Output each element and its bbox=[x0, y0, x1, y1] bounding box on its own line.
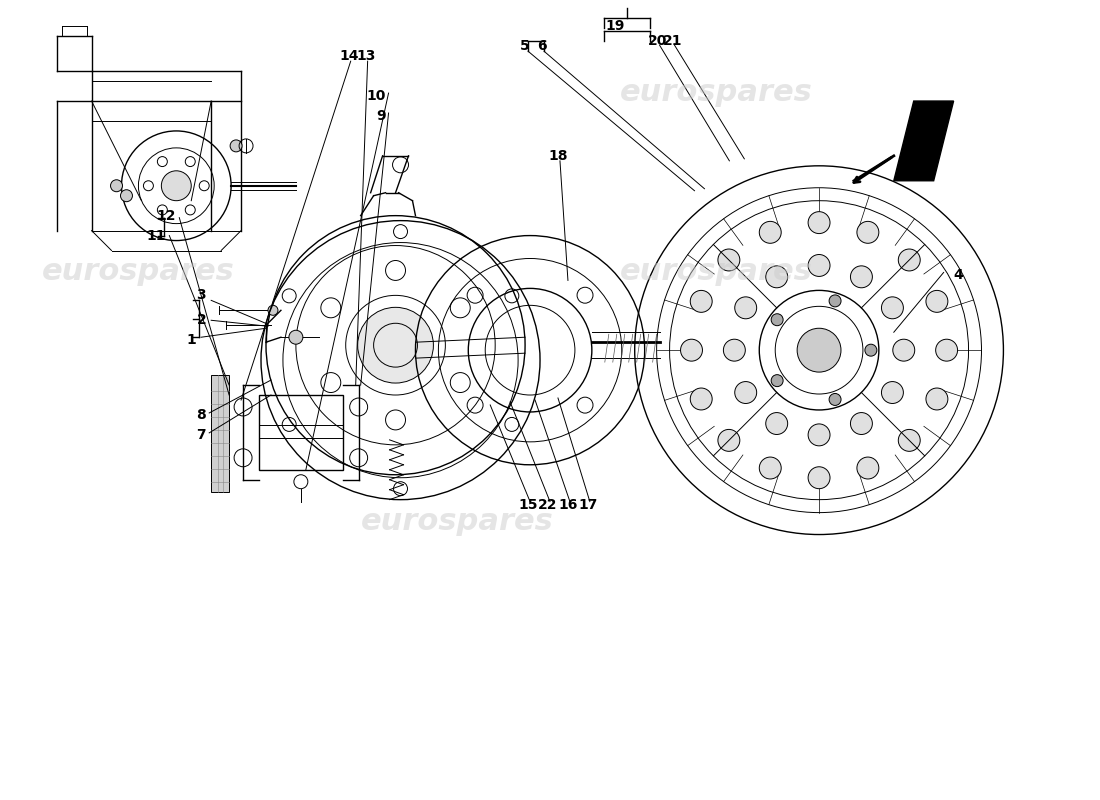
Text: 10: 10 bbox=[366, 89, 386, 103]
Circle shape bbox=[865, 344, 877, 356]
Text: eurospares: eurospares bbox=[361, 506, 553, 535]
Circle shape bbox=[829, 295, 842, 307]
Text: 4: 4 bbox=[954, 269, 964, 282]
Circle shape bbox=[899, 430, 921, 451]
Text: 21: 21 bbox=[663, 34, 682, 48]
Text: 6: 6 bbox=[537, 39, 547, 54]
Circle shape bbox=[808, 424, 830, 446]
Circle shape bbox=[899, 249, 921, 271]
Text: 11: 11 bbox=[146, 229, 166, 242]
Text: 2: 2 bbox=[197, 314, 206, 327]
Text: eurospares: eurospares bbox=[619, 78, 813, 107]
Circle shape bbox=[936, 339, 958, 361]
Circle shape bbox=[857, 457, 879, 479]
Text: 1: 1 bbox=[187, 334, 196, 347]
Circle shape bbox=[681, 339, 703, 361]
Circle shape bbox=[798, 328, 842, 372]
Polygon shape bbox=[211, 375, 229, 492]
Circle shape bbox=[926, 388, 948, 410]
Circle shape bbox=[691, 388, 712, 410]
Circle shape bbox=[766, 266, 788, 288]
Circle shape bbox=[735, 382, 757, 403]
Circle shape bbox=[121, 190, 132, 202]
Circle shape bbox=[289, 330, 302, 344]
Circle shape bbox=[850, 266, 872, 288]
Text: 22: 22 bbox=[538, 498, 558, 512]
Circle shape bbox=[691, 290, 712, 312]
Circle shape bbox=[926, 290, 948, 312]
Text: 20: 20 bbox=[648, 34, 668, 48]
Text: 3: 3 bbox=[197, 288, 206, 302]
Circle shape bbox=[358, 307, 433, 383]
Text: 19: 19 bbox=[605, 19, 625, 34]
Circle shape bbox=[857, 222, 879, 243]
Text: 12: 12 bbox=[157, 209, 176, 222]
Circle shape bbox=[829, 394, 842, 406]
Text: 5: 5 bbox=[520, 39, 530, 54]
Polygon shape bbox=[894, 101, 954, 181]
Text: 13: 13 bbox=[356, 49, 375, 63]
Circle shape bbox=[881, 297, 903, 318]
Text: 9: 9 bbox=[376, 109, 386, 123]
Text: eurospares: eurospares bbox=[42, 258, 234, 286]
Text: 16: 16 bbox=[558, 498, 578, 512]
Text: 14: 14 bbox=[339, 49, 359, 63]
Text: 18: 18 bbox=[548, 149, 568, 163]
Circle shape bbox=[162, 170, 191, 201]
Circle shape bbox=[718, 430, 740, 451]
Circle shape bbox=[110, 180, 122, 192]
Circle shape bbox=[268, 306, 278, 315]
Circle shape bbox=[881, 382, 903, 403]
Circle shape bbox=[808, 466, 830, 489]
Circle shape bbox=[718, 249, 740, 271]
Circle shape bbox=[759, 457, 781, 479]
Circle shape bbox=[808, 212, 830, 234]
Text: eurospares: eurospares bbox=[619, 258, 813, 286]
Circle shape bbox=[735, 297, 757, 318]
Circle shape bbox=[893, 339, 915, 361]
Circle shape bbox=[724, 339, 746, 361]
Circle shape bbox=[808, 254, 830, 277]
Text: 15: 15 bbox=[518, 498, 538, 512]
Circle shape bbox=[759, 222, 781, 243]
Text: 17: 17 bbox=[579, 498, 597, 512]
Circle shape bbox=[850, 413, 872, 434]
Circle shape bbox=[771, 374, 783, 386]
Circle shape bbox=[771, 314, 783, 326]
Text: 8: 8 bbox=[197, 408, 206, 422]
Text: 7: 7 bbox=[197, 428, 206, 442]
Circle shape bbox=[766, 413, 788, 434]
Circle shape bbox=[230, 140, 242, 152]
